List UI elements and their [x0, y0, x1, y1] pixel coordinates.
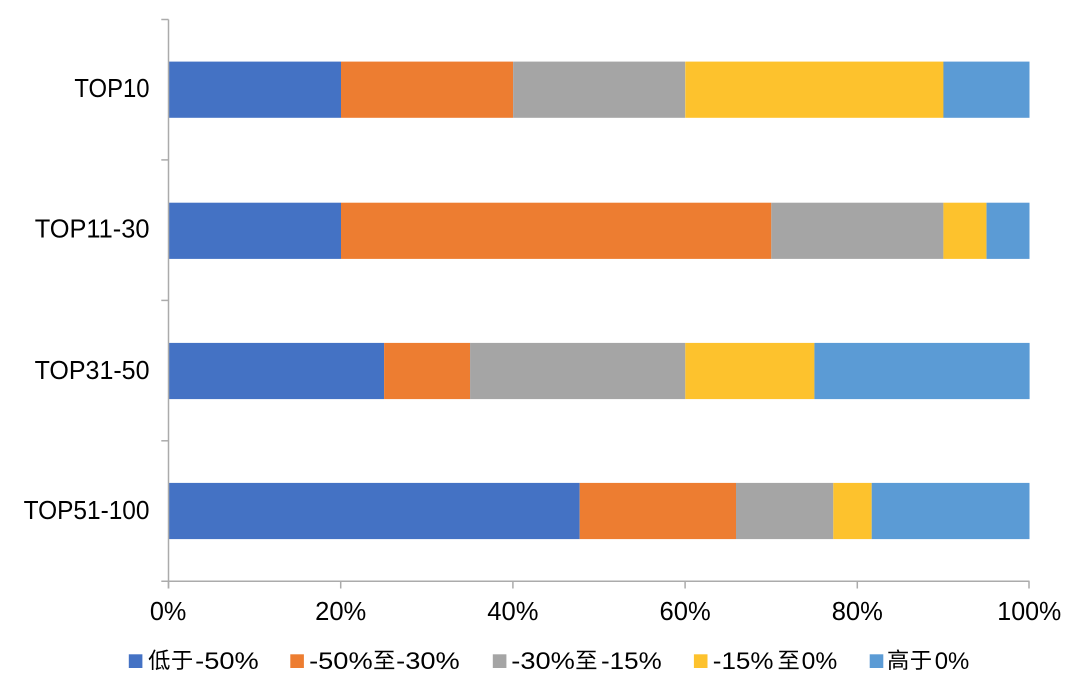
svg-text:TOP10: TOP10	[74, 75, 149, 103]
svg-text:-30%: -30%	[511, 648, 575, 675]
svg-text:0%: 0%	[150, 598, 187, 626]
svg-text:100%: 100%	[997, 598, 1061, 626]
svg-text:60%: 60%	[660, 598, 711, 626]
svg-text:-30%: -30%	[396, 648, 460, 675]
svg-text:-50%: -50%	[195, 648, 259, 675]
svg-text:40%: 40%	[487, 598, 538, 626]
svg-text:0%: 0%	[802, 648, 838, 675]
svg-text:-15%: -15%	[601, 648, 662, 675]
svg-text:20%: 20%	[315, 598, 366, 626]
svg-text:TOP51-100: TOP51-100	[24, 497, 150, 525]
svg-text:-50%: -50%	[309, 648, 373, 675]
svg-text:-15%: -15%	[713, 648, 774, 675]
svg-text:TOP31-50: TOP31-50	[35, 357, 150, 385]
svg-text:TOP11-30: TOP11-30	[35, 216, 150, 244]
svg-text:0%: 0%	[935, 648, 970, 675]
svg-text:80%: 80%	[832, 598, 883, 626]
